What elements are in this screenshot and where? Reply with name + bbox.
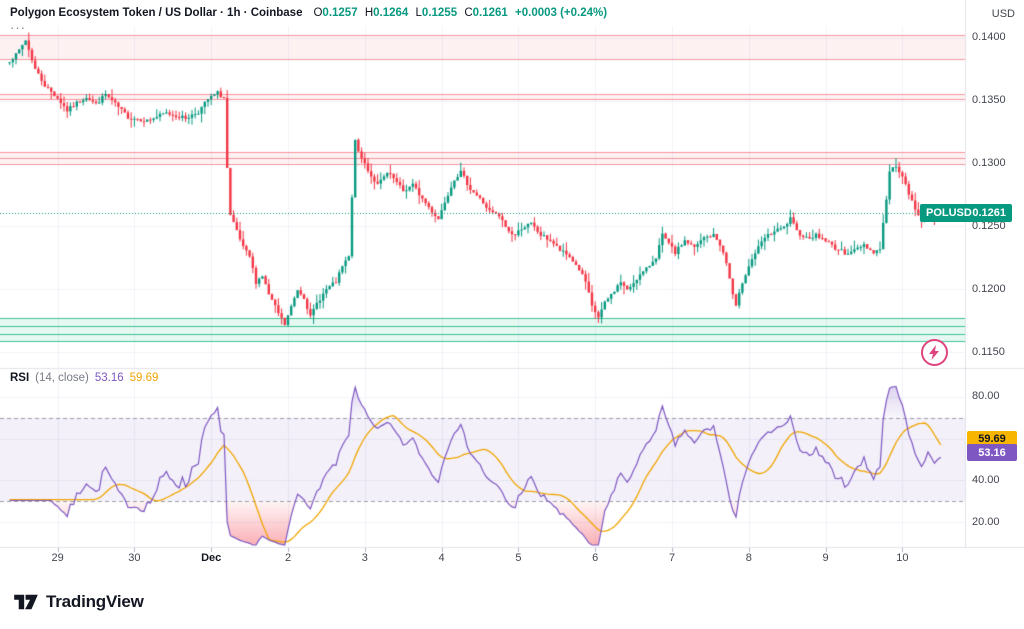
- symbol-title[interactable]: Polygon Ecosystem Token / US Dollar · 1h…: [10, 7, 303, 19]
- time-axis-label-4: 4: [438, 552, 445, 564]
- time-axis-label-6: 6: [592, 552, 599, 564]
- price-axis-label: 0.1350: [972, 94, 1006, 107]
- rsi-params: (14, close): [35, 372, 89, 384]
- time-axis-label-5: 5: [515, 552, 522, 564]
- tradingview-logo[interactable]: TradingView: [13, 592, 144, 612]
- currency-label: USD: [991, 8, 1015, 20]
- rsi-axis-label: 20.00: [972, 515, 1000, 528]
- time-axis-label-10: 10: [896, 552, 909, 564]
- rsi-value-badge: 53.16: [967, 444, 1017, 462]
- time-axis-label-3: 3: [361, 552, 368, 564]
- low-label: L: [415, 7, 422, 19]
- time-axis-label-8: 8: [745, 552, 752, 564]
- open-label: O: [313, 7, 323, 19]
- tradingview-wordmark: TradingView: [46, 592, 144, 611]
- chart-legend: Polygon Ecosystem Token / US Dollar · 1h…: [10, 7, 607, 19]
- ohlc-values: O0.1257 H0.1264 L0.1255 C0.1261 +0.0003 …: [309, 7, 607, 19]
- price-badge-value: 0.1261: [972, 206, 1006, 219]
- time-axis-label-30: 30: [128, 552, 141, 564]
- rsi-title[interactable]: RSI: [10, 372, 30, 384]
- rsi-ma-value-badge: 59.69: [967, 430, 1017, 448]
- open-value: 0.1257: [322, 7, 358, 19]
- price-axis-label: 0.1200: [972, 282, 1006, 295]
- rsi-axis-label: 80.00: [972, 390, 1000, 403]
- instant-trade-button[interactable]: [921, 339, 948, 366]
- price-axis-label: 0.1300: [972, 157, 1006, 169]
- time-axis-label-2: 2: [284, 552, 292, 564]
- price-badge-symbol: POLUSD: [926, 206, 972, 219]
- price-axis-label: 0.1250: [972, 219, 1006, 232]
- change-value: +0.0003 (+0.24%): [515, 7, 608, 19]
- low-value: 0.1255: [421, 7, 458, 19]
- close-value: 0.1261: [472, 7, 508, 19]
- legend-more-button[interactable]: ···: [10, 20, 26, 35]
- time-axis-label-dec: Dec: [201, 552, 222, 564]
- price-badge[interactable]: POLUSD 0.1261: [920, 203, 1012, 222]
- price-axis-label: 0.1150: [972, 345, 1005, 358]
- time-axis-label-9: 9: [822, 552, 829, 564]
- high-value: 0.1264: [373, 7, 409, 19]
- rsi-ma-value: 59.69: [129, 372, 159, 384]
- time-axis-label-29: 29: [51, 552, 64, 564]
- rsi-legend: RSI (14, close) 53.16 59.69: [10, 372, 158, 384]
- rsi-value: 53.16: [94, 372, 124, 384]
- time-axis-label-7: 7: [668, 552, 676, 564]
- tradingview-mark-icon: [14, 594, 38, 610]
- high-label: H: [364, 7, 374, 19]
- close-label: C: [464, 7, 473, 19]
- lightning-icon: [929, 345, 939, 360]
- price-axis-label: 0.1400: [972, 31, 1006, 44]
- rsi-axis-label: 40.00: [972, 473, 1000, 486]
